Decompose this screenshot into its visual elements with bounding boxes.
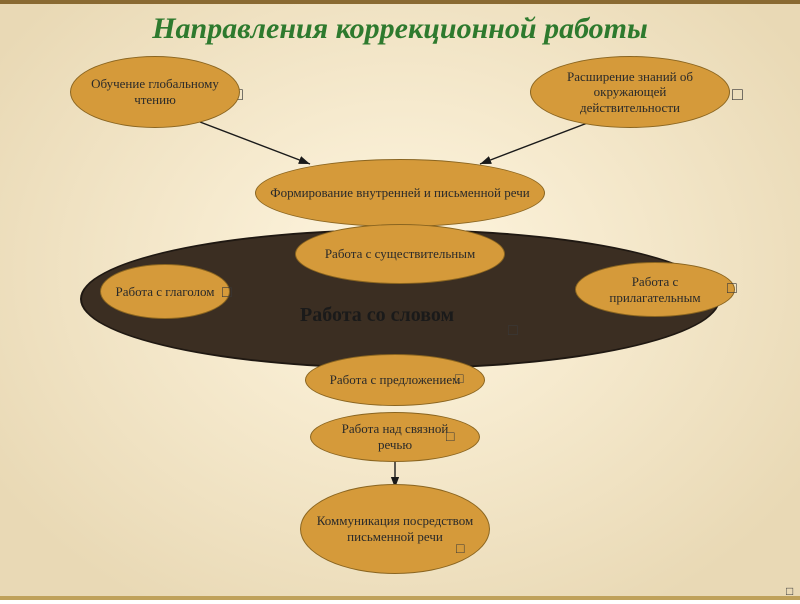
bullet-placeholder: □: [455, 370, 463, 386]
bullet-placeholder: □: [786, 584, 793, 598]
node-coherent-speech: Работа над связной речью: [310, 412, 480, 462]
node-label: Работа с предложением: [330, 372, 461, 388]
node-world-knowledge: Расширение знаний об окружающей действит…: [530, 56, 730, 128]
node-label: Работа с глаголом: [115, 284, 214, 300]
page-title: Направления коррекционной работы: [152, 12, 648, 46]
node-adjective: Работа с прилагательным: [575, 262, 735, 317]
node-communication: Коммуникация посредством письменной речи: [300, 484, 490, 574]
bullet-placeholder: □: [727, 280, 737, 298]
node-label: Работа с прилагательным: [590, 274, 720, 305]
node-noun: Работа с существительным: [295, 224, 505, 284]
bullet-placeholder: □: [222, 284, 232, 302]
node-label: Обучение глобальному чтению: [85, 76, 225, 107]
bullet-placeholder: □: [732, 84, 743, 105]
node-label: Работа над связной речью: [325, 421, 465, 452]
node-label: Формирование внутренней и письменной реч…: [270, 185, 529, 201]
bullet-placeholder: □: [456, 540, 464, 556]
node-global-reading: Обучение глобальному чтению: [70, 56, 240, 128]
node-label: Коммуникация посредством письменной речи: [315, 513, 475, 544]
node-label: Работа с существительным: [325, 246, 475, 262]
slide: Направления коррекционной работы Работа …: [0, 0, 800, 600]
central-label: Работа со словом: [300, 304, 454, 327]
bullet-placeholder: □: [446, 428, 454, 444]
bullet-placeholder: □: [508, 322, 518, 340]
node-label: Расширение знаний об окружающей действит…: [545, 69, 715, 116]
node-verb: Работа с глаголом: [100, 264, 230, 319]
node-inner-written: Формирование внутренней и письменной реч…: [255, 159, 545, 227]
